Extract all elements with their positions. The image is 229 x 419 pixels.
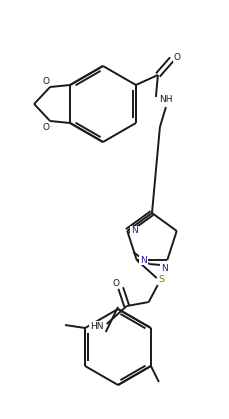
Text: HN: HN xyxy=(90,321,104,331)
Text: O: O xyxy=(112,279,119,287)
Text: O: O xyxy=(43,122,50,132)
Text: S: S xyxy=(159,274,165,284)
Text: N: N xyxy=(161,264,168,272)
Text: O: O xyxy=(43,77,50,85)
Text: N: N xyxy=(140,256,147,264)
Text: N: N xyxy=(131,226,138,235)
Text: O: O xyxy=(173,52,180,62)
Text: NH: NH xyxy=(159,96,173,104)
